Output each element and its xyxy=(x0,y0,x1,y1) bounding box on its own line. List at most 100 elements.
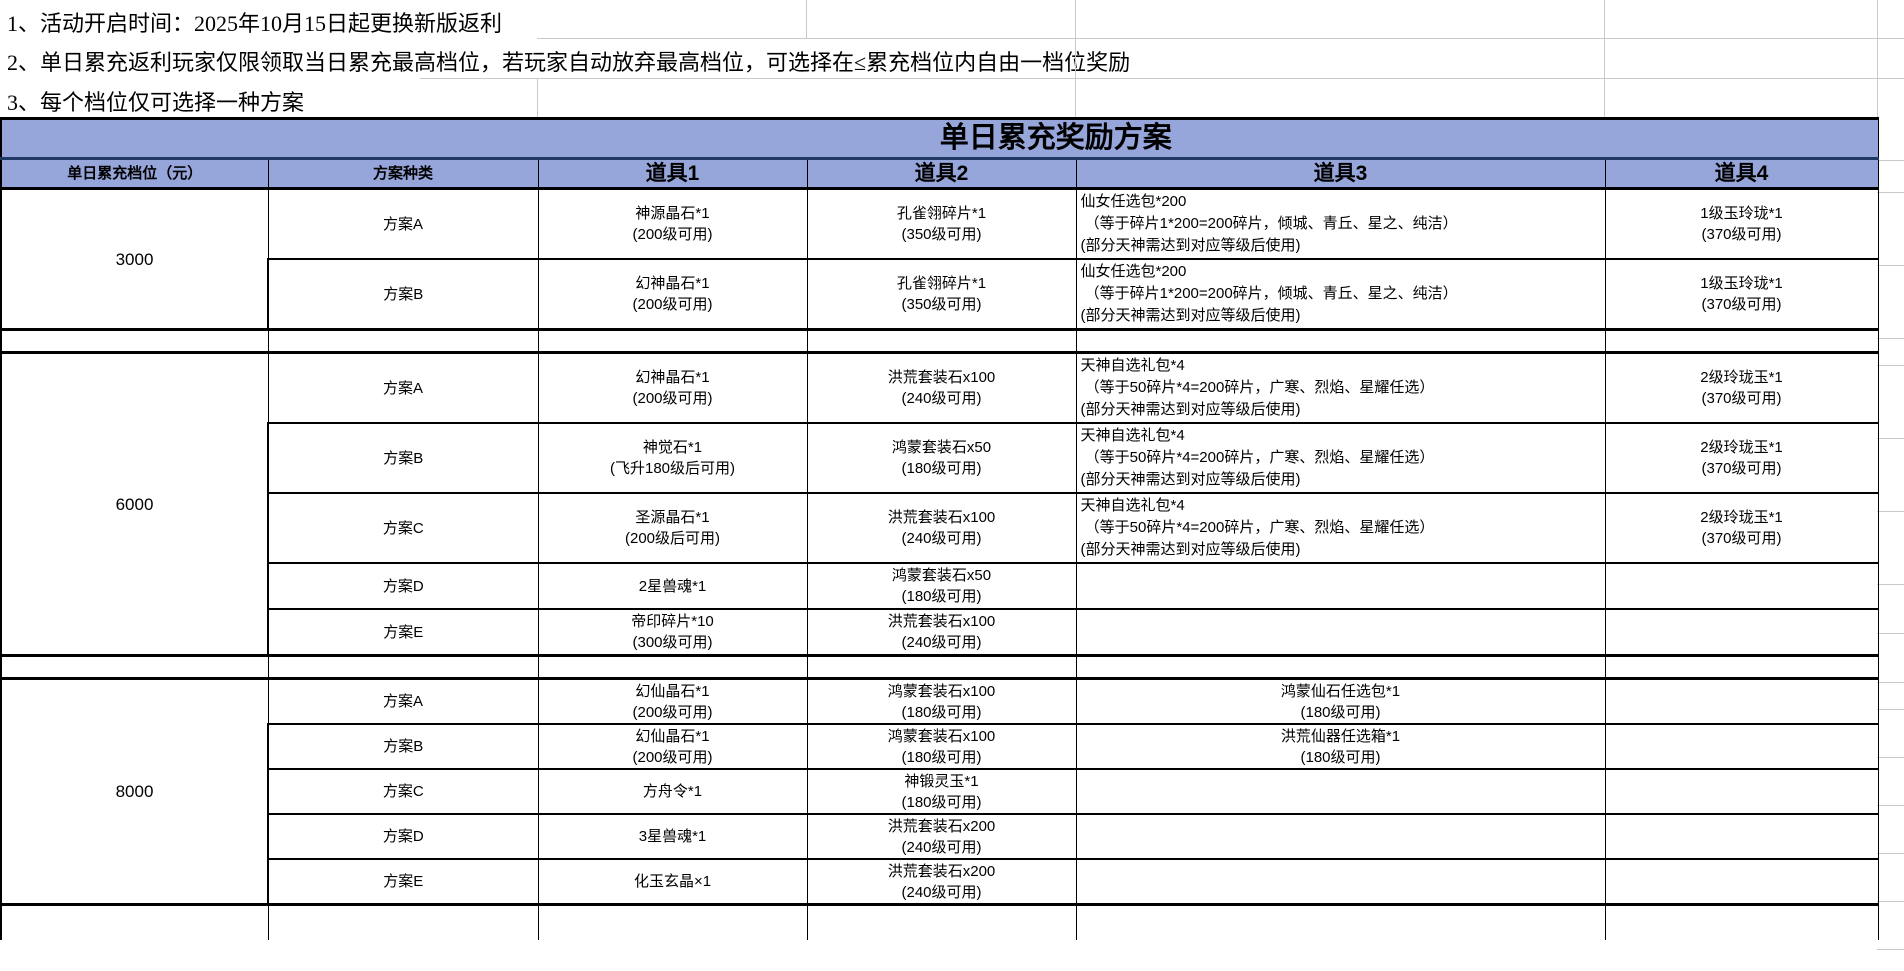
plan-name-cell[interactable]: 方案B xyxy=(267,422,539,494)
item1-cell[interactable]: 幻神晶石*1 (200级可用) xyxy=(537,258,808,331)
table-row: 方案B 幻神晶石*1 (200级可用) 孔雀翎碎片*1 (350级可用) 仙女任… xyxy=(1,258,1879,331)
item2-cell[interactable]: 洪荒套装石x100 (240级可用) xyxy=(806,492,1077,564)
column-header-item4[interactable]: 道具4 xyxy=(1604,158,1879,190)
item3-cell[interactable] xyxy=(1075,858,1606,906)
empty-cell[interactable] xyxy=(267,903,539,940)
item3-cell[interactable]: 天神自选礼包*4 （等于50碎片*4=200碎片，广寒、烈焰、星耀任选） (部分… xyxy=(1075,492,1606,564)
item4-cell[interactable] xyxy=(1604,858,1879,906)
item4-cell[interactable]: 2级玲珑玉*1 (370级可用) xyxy=(1604,492,1879,564)
empty-cell[interactable] xyxy=(1604,654,1879,680)
empty-cell[interactable] xyxy=(0,654,269,680)
item3-cell[interactable]: 洪荒仙器任选箱*1 (180级可用) xyxy=(1075,723,1606,770)
empty-cell[interactable] xyxy=(1075,328,1606,354)
item3-cell[interactable]: 天神自选礼包*4 （等于50碎片*4=200碎片，广寒、烈焰、星耀任选） (部分… xyxy=(1075,422,1606,494)
item1-cell[interactable]: 圣源晶石*1 (200级后可用) xyxy=(537,492,808,564)
item2-cell[interactable]: 鸿蒙套装石x50 (180级可用) xyxy=(806,562,1077,610)
item1-cell[interactable]: 3星兽魂*1 xyxy=(537,813,808,860)
note-line-1[interactable]: 1、活动开启时间：2025年10月15日起更换新版返利 xyxy=(7,11,503,36)
empty-cell[interactable] xyxy=(0,328,269,354)
table-row: 6000 方案A 幻神晶石*1 (200级可用) 洪荒套装石x100 (240级… xyxy=(0,352,1879,657)
empty-cell[interactable] xyxy=(0,903,269,940)
column-header-item1[interactable]: 道具1 xyxy=(537,158,808,190)
empty-cell[interactable] xyxy=(537,903,808,940)
item1-cell[interactable]: 幻仙晶石*1 (200级可用) xyxy=(537,723,808,770)
plan-name-cell[interactable]: 方案A xyxy=(267,188,539,260)
item2-cell[interactable]: 洪荒套装石x200 (240级可用) xyxy=(806,858,1077,906)
item2-cell[interactable]: 洪荒套装石x100 (240级可用) xyxy=(806,608,1077,657)
item2-cell[interactable]: 鸿蒙套装石x100 (180级可用) xyxy=(806,723,1077,770)
note-line-3[interactable]: 3、每个档位仅可选择一种方案 xyxy=(7,90,305,115)
item1-cell[interactable]: 化玉玄晶×1 xyxy=(537,858,808,906)
gridline xyxy=(537,78,538,117)
item1-cell[interactable]: 幻仙晶石*1 (200级可用) xyxy=(537,678,808,725)
table-title[interactable]: 单日累充奖励方案 xyxy=(0,117,1879,160)
plan-name-cell[interactable]: 方案E xyxy=(267,858,539,906)
empty-cell[interactable] xyxy=(537,328,808,354)
item4-cell[interactable] xyxy=(1604,813,1879,860)
plan-name-cell[interactable]: 方案B xyxy=(267,258,539,331)
item4-cell[interactable] xyxy=(1604,678,1879,725)
plan-name-cell[interactable]: 方案C xyxy=(267,492,539,564)
column-header-tier[interactable]: 单日累充档位（元） xyxy=(0,158,269,190)
item3-cell[interactable] xyxy=(1075,768,1606,815)
empty-cell[interactable] xyxy=(1075,654,1606,680)
note-line-2[interactable]: 2、单日累充返利玩家仅限领取当日累充最高档位，若玩家自动放弃最高档位，可选择在≤… xyxy=(7,50,1131,75)
column-header-plan[interactable]: 方案种类 xyxy=(267,158,539,190)
item4-cell[interactable] xyxy=(1604,562,1879,610)
item4-cell[interactable]: 1级玉玲珑*1 (370级可用) xyxy=(1604,258,1879,331)
item2-cell[interactable]: 孔雀翎碎片*1 (350级可用) xyxy=(806,258,1077,331)
item3-cell[interactable]: 仙女任选包*200 （等于碎片1*200=200碎片，倾城、青丘、星之、纯洁） … xyxy=(1075,258,1606,331)
item4-cell[interactable] xyxy=(1604,768,1879,815)
item3-cell[interactable]: 天神自选礼包*4 （等于50碎片*4=200碎片，广寒、烈焰、星耀任选） (部分… xyxy=(1075,352,1606,424)
column-header-item2[interactable]: 道具2 xyxy=(806,158,1077,190)
plan-name-cell[interactable]: 方案A xyxy=(267,678,539,725)
gridline xyxy=(1877,338,1904,339)
empty-cell[interactable] xyxy=(806,654,1077,680)
plan-name-cell[interactable]: 方案E xyxy=(267,608,539,657)
item3-cell[interactable]: 仙女任选包*200 （等于碎片1*200=200碎片，倾城、青丘、星之、纯洁） … xyxy=(1075,188,1606,260)
plan-name-cell[interactable]: 方案B xyxy=(267,723,539,770)
item3-cell[interactable]: 鸿蒙仙石任选包*1 (180级可用) xyxy=(1075,678,1606,725)
item2-cell[interactable]: 神锻灵玉*1 (180级可用) xyxy=(806,768,1077,815)
item1-cell[interactable]: 幻神晶石*1 (200级可用) xyxy=(537,352,808,424)
item2-cell[interactable]: 孔雀翎碎片*1 (350级可用) xyxy=(806,188,1077,260)
gridline xyxy=(1877,511,1904,512)
plan-name-cell[interactable]: 方案D xyxy=(267,813,539,860)
plan-name-cell[interactable]: 方案D xyxy=(267,562,539,610)
tier-amount-cell[interactable]: 3000 xyxy=(0,188,269,331)
gridline xyxy=(1604,0,1605,117)
item2-cell[interactable]: 鸿蒙套装石x50 (180级可用) xyxy=(806,422,1077,494)
item4-cell[interactable]: 1级玉玲珑*1 (370级可用) xyxy=(1604,188,1879,260)
empty-cell[interactable] xyxy=(537,654,808,680)
gridline xyxy=(1877,757,1904,758)
empty-cell[interactable] xyxy=(806,903,1077,940)
item4-cell[interactable] xyxy=(1604,723,1879,770)
item2-cell[interactable]: 鸿蒙套装石x100 (180级可用) xyxy=(806,678,1077,725)
item1-cell[interactable]: 方舟令*1 xyxy=(537,768,808,815)
tier-amount-cell[interactable]: 6000 xyxy=(0,352,269,657)
item1-cell[interactable]: 神觉石*1 (飞升180级后可用) xyxy=(537,422,808,494)
item4-cell[interactable]: 2级玲珑玉*1 (370级可用) xyxy=(1604,422,1879,494)
item3-cell[interactable] xyxy=(1075,813,1606,860)
empty-cell[interactable] xyxy=(267,328,539,354)
gridline xyxy=(1877,160,1904,161)
item2-cell[interactable]: 洪荒套装石x100 (240级可用) xyxy=(806,352,1077,424)
item2-cell[interactable]: 洪荒套装石x200 (240级可用) xyxy=(806,813,1077,860)
empty-cell[interactable] xyxy=(1075,903,1606,940)
column-header-item3[interactable]: 道具3 xyxy=(1075,158,1606,190)
item1-cell[interactable]: 帝印碎片*10 (300级可用) xyxy=(537,608,808,657)
item4-cell[interactable]: 2级玲珑玉*1 (370级可用) xyxy=(1604,352,1879,424)
gridline xyxy=(1877,365,1904,366)
item4-cell[interactable] xyxy=(1604,608,1879,657)
item3-cell[interactable] xyxy=(1075,608,1606,657)
empty-cell[interactable] xyxy=(1604,903,1879,940)
empty-cell[interactable] xyxy=(1604,328,1879,354)
empty-cell[interactable] xyxy=(806,328,1077,354)
tier-amount-cell[interactable]: 8000 xyxy=(0,678,269,906)
plan-name-cell[interactable]: 方案A xyxy=(267,352,539,424)
item3-cell[interactable] xyxy=(1075,562,1606,610)
plan-name-cell[interactable]: 方案C xyxy=(267,768,539,815)
empty-cell[interactable] xyxy=(267,654,539,680)
item1-cell[interactable]: 2星兽魂*1 xyxy=(537,562,808,610)
item1-cell[interactable]: 神源晶石*1 (200级可用) xyxy=(537,188,808,260)
